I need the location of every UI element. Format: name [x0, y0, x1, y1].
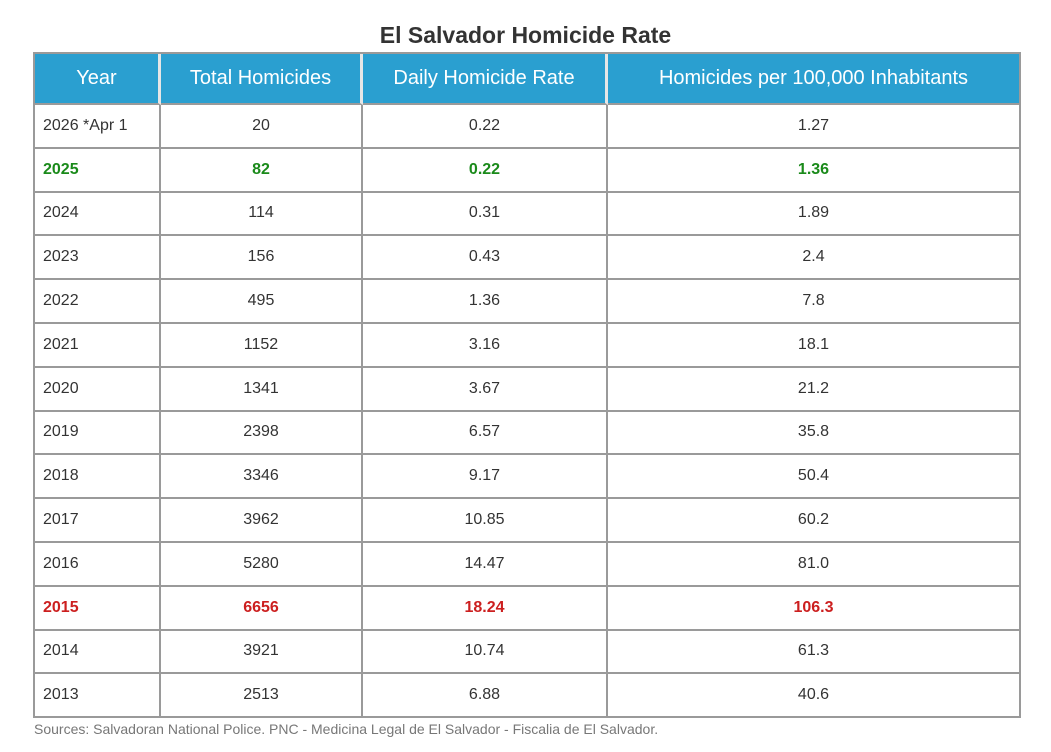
table-row: 2026 *Apr 1 20 0.22 1.27 — [35, 105, 1021, 149]
table-row: 2023 156 0.43 2.4 — [35, 236, 1021, 281]
cell-total-homicides: 5280 — [161, 542, 363, 587]
column-header-year: Year — [35, 54, 161, 105]
cell-per-100k: 1.89 — [608, 192, 1021, 237]
cell-per-100k: 60.2 — [608, 499, 1021, 543]
column-header-daily-rate: Daily Homicide Rate — [363, 54, 608, 105]
cell-total-homicides: 114 — [161, 192, 363, 237]
cell-daily-rate: 1.36 — [363, 280, 608, 324]
cell-per-100k: 7.8 — [608, 280, 1021, 324]
table-header-row: Year Total Homicides Daily Homicide Rate… — [35, 54, 1021, 105]
cell-total-homicides: 156 — [161, 236, 363, 281]
cell-per-100k: 40.6 — [608, 674, 1021, 719]
cell-daily-rate: 9.17 — [363, 455, 608, 500]
cell-year: 2017 — [35, 499, 161, 543]
cell-daily-rate: 0.22 — [363, 148, 608, 193]
table-row: 2019 2398 6.57 35.8 — [35, 411, 1021, 456]
cell-year: 2021 — [35, 323, 161, 368]
cell-total-homicides: 1341 — [161, 367, 363, 412]
cell-daily-rate: 0.22 — [363, 105, 608, 149]
cell-per-100k: 2.4 — [608, 236, 1021, 281]
cell-year: 2013 — [35, 674, 161, 719]
cell-per-100k: 18.1 — [608, 323, 1021, 368]
cell-year: 2023 — [35, 236, 161, 281]
table-row: 2015 6656 18.24 106.3 — [35, 586, 1021, 631]
cell-year: 2014 — [35, 630, 161, 675]
cell-daily-rate: 10.74 — [363, 630, 608, 675]
table-row: 2014 3921 10.74 61.3 — [35, 630, 1021, 675]
cell-total-homicides: 495 — [161, 280, 363, 324]
cell-year: 2016 — [35, 542, 161, 587]
cell-daily-rate: 6.57 — [363, 411, 608, 456]
cell-daily-rate: 14.47 — [363, 542, 608, 587]
table-row: 2022 495 1.36 7.8 — [35, 280, 1021, 324]
cell-year: 2019 — [35, 411, 161, 456]
cell-year: 2020 — [35, 367, 161, 412]
table-row: 2024 114 0.31 1.89 — [35, 192, 1021, 237]
cell-per-100k: 1.36 — [608, 148, 1021, 193]
cell-daily-rate: 3.16 — [363, 323, 608, 368]
cell-daily-rate: 18.24 — [363, 586, 608, 631]
cell-year: 2018 — [35, 455, 161, 500]
cell-year: 2022 — [35, 280, 161, 324]
cell-total-homicides: 6656 — [161, 586, 363, 631]
table-row: 2021 1152 3.16 18.1 — [35, 323, 1021, 368]
cell-per-100k: 21.2 — [608, 367, 1021, 412]
cell-total-homicides: 82 — [161, 148, 363, 193]
cell-year: 2024 — [35, 192, 161, 237]
cell-daily-rate: 0.43 — [363, 236, 608, 281]
cell-total-homicides: 2398 — [161, 411, 363, 456]
table-row: 2016 5280 14.47 81.0 — [35, 542, 1021, 587]
cell-total-homicides: 2513 — [161, 674, 363, 719]
cell-year: 2026 *Apr 1 — [35, 105, 161, 149]
table-row: 2025 82 0.22 1.36 — [35, 148, 1021, 193]
homicide-table: Year Total Homicides Daily Homicide Rate… — [33, 52, 1021, 719]
table-row: 2017 3962 10.85 60.2 — [35, 499, 1021, 543]
cell-per-100k: 106.3 — [608, 586, 1021, 631]
cell-per-100k: 35.8 — [608, 411, 1021, 456]
cell-daily-rate: 10.85 — [363, 499, 608, 543]
chart-title: El Salvador Homicide Rate — [379, 22, 672, 48]
cell-total-homicides: 20 — [161, 105, 363, 149]
source-note: Sources: Salvadoran National Police. PNC… — [34, 721, 659, 737]
cell-per-100k: 1.27 — [608, 105, 1021, 149]
cell-year: 2025 — [35, 148, 161, 193]
table-row: 2013 2513 6.88 40.6 — [35, 674, 1021, 719]
cell-daily-rate: 6.88 — [363, 674, 608, 719]
cell-total-homicides: 3346 — [161, 455, 363, 500]
cell-total-homicides: 3921 — [161, 630, 363, 675]
cell-total-homicides: 1152 — [161, 323, 363, 368]
column-header-per-100k: Homicides per 100,000 Inhabitants — [608, 54, 1021, 105]
cell-total-homicides: 3962 — [161, 499, 363, 543]
cell-year: 2015 — [35, 586, 161, 631]
cell-per-100k: 81.0 — [608, 542, 1021, 587]
cell-per-100k: 50.4 — [608, 455, 1021, 500]
cell-per-100k: 61.3 — [608, 630, 1021, 675]
cell-daily-rate: 0.31 — [363, 192, 608, 237]
table-body: 2026 *Apr 1 20 0.22 1.27 2025 82 0.22 1.36 2024 1… — [35, 105, 1021, 719]
column-header-total-homicides: Total Homicides — [161, 54, 363, 105]
cell-daily-rate: 3.67 — [363, 367, 608, 412]
table-row: 2020 1341 3.67 21.2 — [35, 367, 1021, 412]
table-row: 2018 3346 9.17 50.4 — [35, 455, 1021, 500]
